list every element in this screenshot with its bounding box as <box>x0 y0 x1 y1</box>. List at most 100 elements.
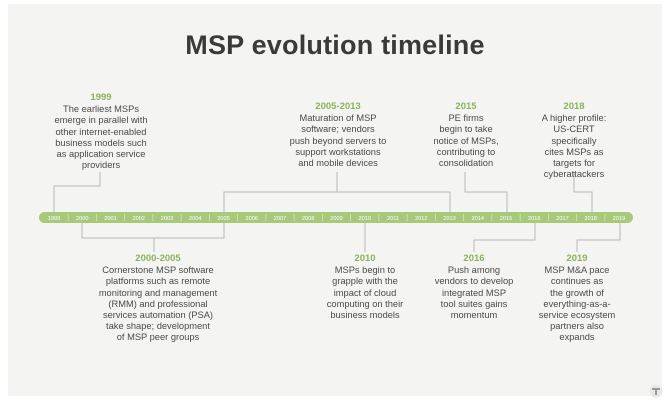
year-tick-label: 2016 <box>528 216 540 222</box>
event-line: emerge in parallel with <box>54 115 148 126</box>
year-tick-label: 2019 <box>613 216 625 222</box>
event-line: computing on their <box>326 298 404 309</box>
event-line: (RMM) and professional <box>108 298 208 309</box>
year-tick-label: 2017 <box>556 216 568 222</box>
event-line: US-CERT specifically <box>551 124 597 146</box>
connector-line <box>573 172 593 212</box>
connector-line <box>223 172 451 212</box>
techtarget-logo-icon <box>649 384 663 398</box>
event-line: notice of MSPs, <box>433 135 499 146</box>
connector-line <box>473 223 536 252</box>
event-line: Maturation of MSP <box>299 113 377 124</box>
event-description: MSP M&A pace continues as the growth of … <box>533 265 621 343</box>
year-tick-label: 2013 <box>443 216 455 222</box>
year-tick-label: 2007 <box>274 216 286 222</box>
year-tick-label: 2008 <box>302 216 314 222</box>
event-description: PE firms begin to take notice of MSPs, c… <box>425 113 507 169</box>
event-description: Maturation of MSP software; vendors push… <box>270 113 406 169</box>
event-line: vendors to develop <box>434 276 514 287</box>
event-description: Cornerstone MSP software platforms such … <box>82 265 234 343</box>
event-line: begin to take <box>439 124 493 135</box>
event-line: support workstations <box>295 146 381 157</box>
event-line: MSPs begin to <box>334 265 396 276</box>
page-title: MSP evolution timeline <box>185 30 485 60</box>
event-line: tool suites gains <box>440 298 508 309</box>
event-year: 2016 <box>463 253 485 264</box>
connector-line <box>464 172 508 212</box>
event-line: business models such <box>55 137 147 148</box>
year-tick-label: 2000 <box>76 216 88 222</box>
event-description: Push among vendors to develop integrated… <box>430 265 518 321</box>
event-line: services automation (PSA) <box>102 310 214 321</box>
event-line: service ecosystem <box>538 310 616 321</box>
event-line: targets for <box>553 158 595 169</box>
event-line: impact of cloud <box>333 287 397 298</box>
event-description: MSPs begin to grapple with the impact of… <box>321 265 409 321</box>
event-line: Cornerstone MSP software <box>102 265 214 276</box>
infographic-background <box>8 4 662 396</box>
event-line: business models <box>330 310 400 321</box>
event-2010: 2010 MSPs begin to grapple with the impa… <box>321 253 409 321</box>
event-year: 2005-2013 <box>315 101 361 112</box>
event-year: 2000-2005 <box>135 253 181 264</box>
event-line: software; vendors <box>301 124 375 135</box>
event-year: 2019 <box>566 253 588 264</box>
year-tick-label: 2002 <box>133 216 145 222</box>
event-line: cites MSPs as <box>544 146 604 157</box>
event-line: grapple with the <box>332 276 398 287</box>
year-tick-label: 2004 <box>189 216 201 222</box>
year-tick-label: 2006 <box>246 216 258 222</box>
event-2018: 2018 A higher profile: US-CERT specifica… <box>531 101 617 180</box>
event-line: other internet-enabled <box>55 126 147 137</box>
event-line: and mobile devices <box>298 158 378 169</box>
event-year: 2015 <box>455 101 477 112</box>
event-year: 2010 <box>354 253 376 264</box>
connector-line <box>576 223 621 252</box>
event-line: everything-as-a- <box>543 298 611 309</box>
event-2000-2005: 2000-2005 Cornerstone MSP software platf… <box>82 253 234 344</box>
event-line: consolidation <box>438 158 494 169</box>
event-2005-2013: 2005-2013 Maturation of MSP software; ve… <box>270 101 406 169</box>
event-line: push beyond servers to <box>289 135 387 146</box>
event-line: providers <box>81 160 121 171</box>
event-description: The earliest MSPs emerge in parallel wit… <box>46 104 156 171</box>
year-tick-label: 2011 <box>387 216 399 222</box>
event-line: expands <box>559 332 595 343</box>
event-line: monitoring and management <box>98 287 218 298</box>
year-tick-label: 2003 <box>161 216 173 222</box>
year-tick-label: 2010 <box>359 216 371 222</box>
event-line: MSP M&A pace <box>544 265 610 276</box>
event-line: the growth of <box>550 287 604 298</box>
event-2019: 2019 MSP M&A pace continues as the growt… <box>533 253 621 344</box>
year-tick-label: 2009 <box>330 216 342 222</box>
event-line: Push among <box>447 265 501 276</box>
event-line: take shape; development <box>106 321 210 332</box>
event-2016: 2016 Push among vendors to develop integ… <box>430 253 518 321</box>
connector-line <box>81 223 225 252</box>
event-year: 2018 <box>563 101 585 112</box>
event-line: platforms such as remote <box>105 276 211 287</box>
year-tick-label: 2018 <box>585 216 597 222</box>
event-line: integrated MSP <box>441 287 507 298</box>
event-year: 1999 <box>90 92 112 103</box>
year-tick-label: 2014 <box>472 216 484 222</box>
event-line: A higher profile: <box>541 113 607 124</box>
year-tick-label: 2001 <box>104 216 116 222</box>
event-line: The earliest MSPs <box>63 104 139 115</box>
event-line: momentum <box>450 310 498 321</box>
event-line: as application service <box>56 149 146 160</box>
event-line: partners also <box>550 321 604 332</box>
event-line: contributing to <box>436 146 496 157</box>
event-2015: 2015 PE firms begin to take notice of MS… <box>425 101 507 169</box>
year-tick-label: 2012 <box>415 216 427 222</box>
event-line: of MSP peer groups <box>116 332 200 343</box>
connector-line <box>53 172 101 212</box>
timeline-bar <box>39 212 633 223</box>
event-line: cyberattackers <box>543 169 605 180</box>
year-tick-label: 2015 <box>500 216 512 222</box>
event-line: continues as <box>550 276 604 287</box>
event-line: PE firms <box>448 113 484 124</box>
year-tick-label: 1999 <box>48 216 60 222</box>
